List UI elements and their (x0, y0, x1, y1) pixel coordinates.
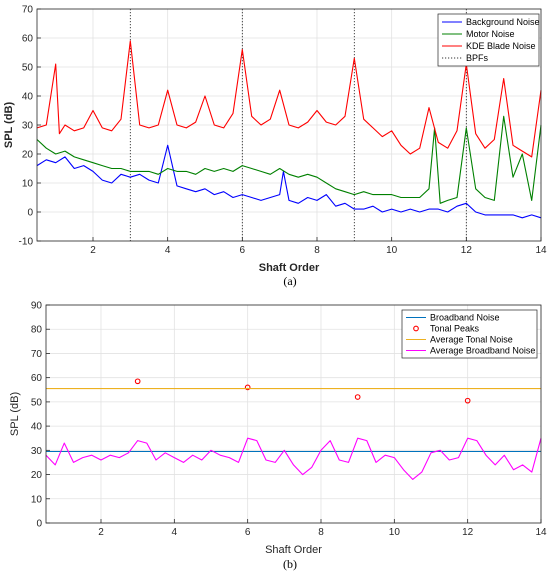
y-tick-label: 60 (31, 373, 43, 384)
x-tick-label: 12 (461, 245, 473, 256)
series-motor-noise-line (36, 115, 542, 204)
x-tick-label: 4 (165, 245, 171, 256)
y-tick-label: 0 (27, 208, 33, 219)
y-axis-label: SPL (dB) (9, 392, 21, 436)
x-tick-label: 2 (98, 527, 104, 538)
panel-a-chart: 2 4 6 8 10 12 14 -10 0 10 20 30 40 50 60 70 Shaft Order S… (3, 5, 547, 289)
legend-label: Broadband Noise (430, 313, 500, 323)
y-tick-label: 50 (22, 63, 34, 74)
series-tonal-peaks-point (244, 384, 251, 391)
legend-label: KDE Blade Noise (466, 41, 536, 51)
x-tick-label: 10 (389, 527, 401, 538)
legend-label: Background Noise (466, 17, 540, 27)
series-tonal-peaks-point (134, 378, 141, 385)
x-axis-label: Shaft Order (265, 544, 322, 556)
series-background-noise-line (36, 144, 542, 219)
x-axis-label: Shaft Order (259, 262, 320, 274)
series-kde-blade-noise-line (36, 40, 542, 158)
legend-swatch (413, 325, 419, 332)
y-tick-label: 80 (31, 325, 43, 336)
y-tick-label: 0 (36, 519, 42, 530)
legend-label: Average Tonal Noise (430, 335, 513, 345)
y-tick-label: 10 (31, 494, 43, 505)
legend-label: Motor Noise (466, 29, 515, 39)
legend-label: Tonal Peaks (430, 324, 480, 334)
y-tick-label: 40 (22, 92, 34, 103)
y-tick-label: 30 (31, 446, 43, 457)
x-tick-label: 8 (318, 527, 324, 538)
y-tick-label: 10 (22, 179, 34, 190)
x-tick-label: 14 (535, 527, 547, 538)
legend-label: BPFs (466, 53, 489, 63)
y-tick-label: -10 (19, 237, 34, 248)
y-tick-label: 90 (31, 301, 43, 312)
x-tick-label: 2 (90, 245, 96, 256)
y-tick-label: 40 (31, 422, 43, 433)
panel-b-chart: 2 4 6 8 10 12 14 0 10 20 30 40 50 60 70 80 90 Shaft Order… (9, 301, 547, 572)
y-tick-label: 60 (22, 34, 34, 45)
legend-box (437, 13, 540, 67)
x-tick-label: 6 (240, 245, 246, 256)
legend: Background Noise Motor Noise KDE Blade Noi… (437, 13, 540, 67)
x-tick-label: 12 (462, 527, 474, 538)
panel-caption: (a) (283, 274, 296, 288)
y-tick-label: 20 (22, 150, 34, 161)
y-tick-label: 70 (31, 349, 43, 360)
legend-label: Average Broadband Noise (430, 346, 535, 356)
series-tonal-peaks-point (354, 394, 361, 400)
panel-caption: (b) (283, 557, 297, 571)
x-tick-label: 6 (245, 527, 251, 538)
x-tick-label: 14 (535, 245, 547, 256)
axes-frame (45, 304, 542, 524)
y-tick-label: 50 (31, 397, 43, 408)
y-axis-label: SPL (dB) (3, 102, 15, 149)
x-tick-label: 4 (172, 527, 178, 538)
y-tick-label: 70 (22, 5, 34, 16)
x-tick-label: 8 (314, 245, 320, 256)
x-tick-label: 10 (386, 245, 398, 256)
y-tick-label: 20 (31, 470, 43, 481)
series-tonal-peaks-point (464, 397, 471, 404)
series-average-broadband-noise-line (45, 437, 542, 480)
y-tick-label: 30 (22, 121, 34, 132)
